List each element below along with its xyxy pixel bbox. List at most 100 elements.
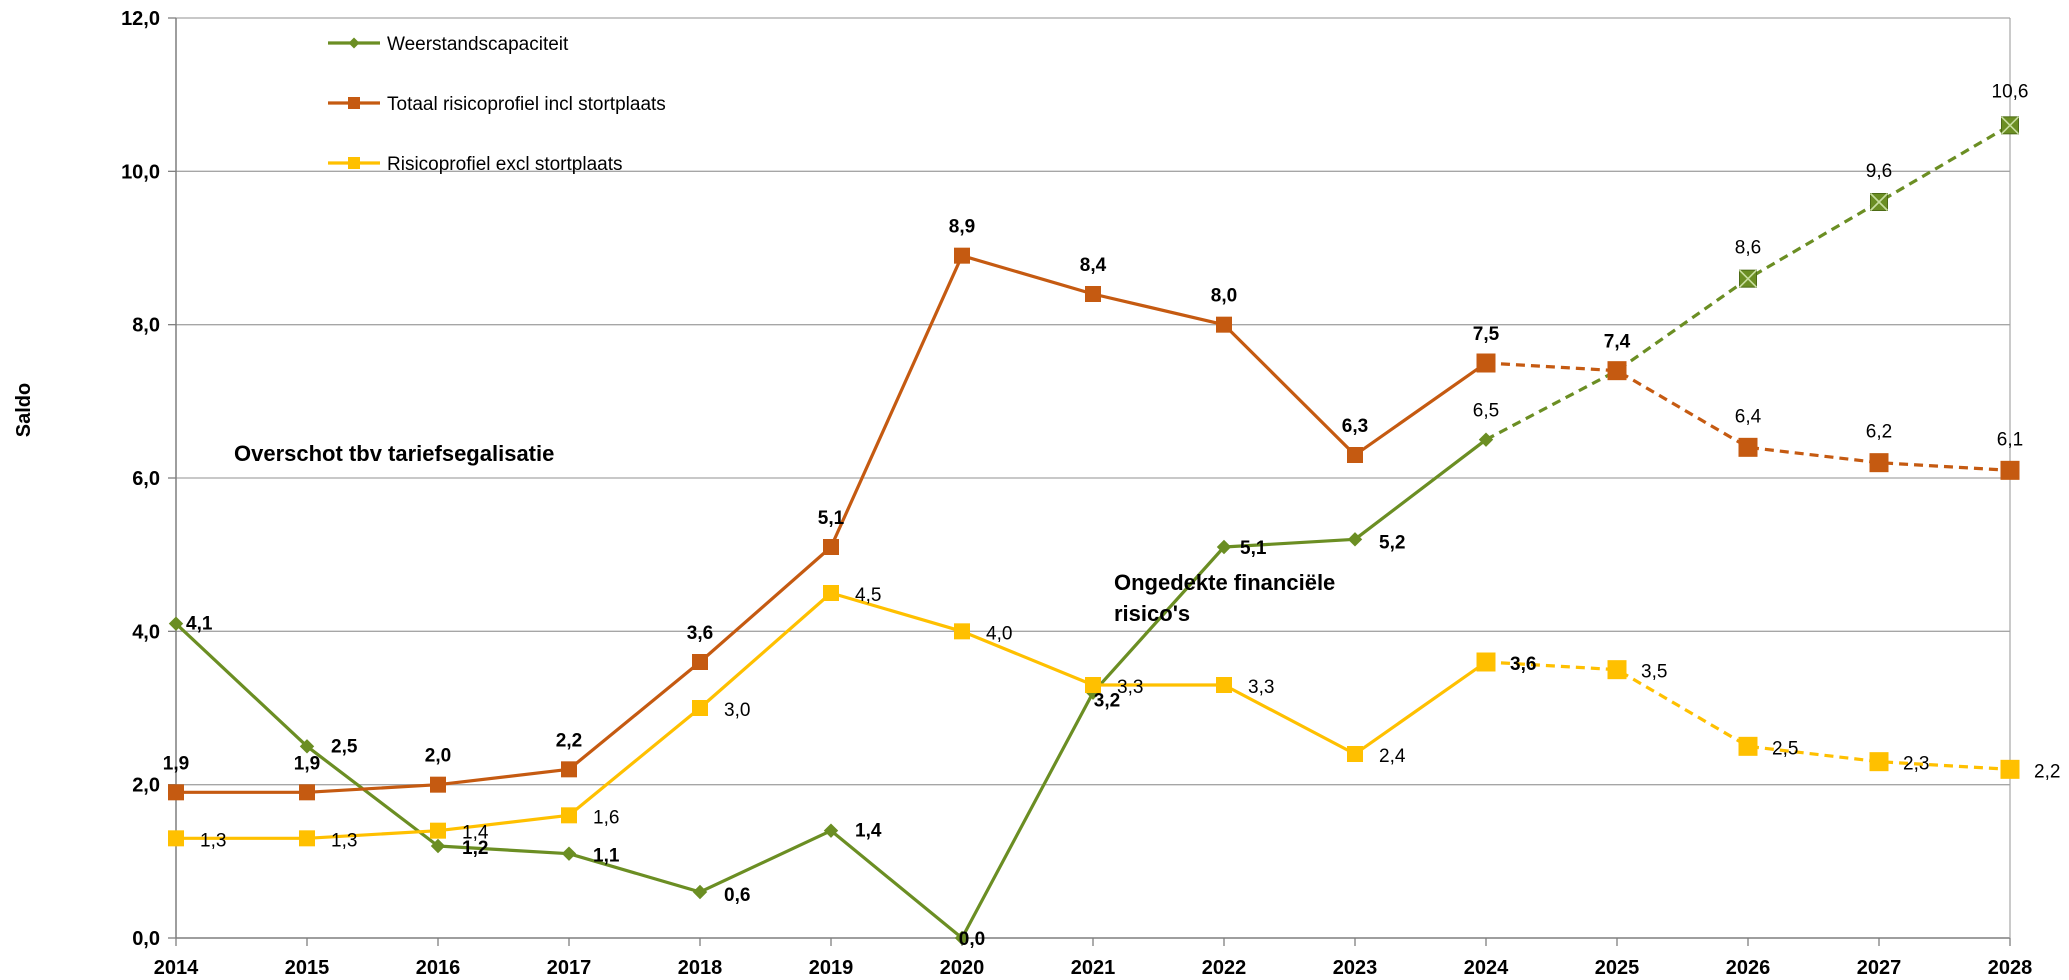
- data-point-marker: [1869, 752, 1889, 772]
- data-point-marker: [430, 838, 446, 854]
- data-point-marker: [1347, 447, 1363, 463]
- data-label: 2,0: [425, 746, 451, 767]
- data-label: 1,3: [331, 830, 357, 851]
- data-point-marker: [823, 823, 839, 838]
- legend-item-1: Weerstandscapaciteit: [328, 34, 569, 55]
- data-label: 3,6: [687, 623, 713, 644]
- data-label: 1,6: [593, 807, 619, 828]
- data-label: 6,4: [1735, 406, 1762, 427]
- data-point-marker-cross: [2000, 116, 2020, 135]
- y-tick-label: 2,0: [132, 775, 160, 797]
- data-point-marker: [954, 247, 970, 264]
- data-point-marker: [1476, 652, 1496, 672]
- data-point-marker: [1347, 746, 1363, 762]
- data-label: 1,4: [855, 821, 882, 842]
- data-label: 2,3: [1903, 754, 1929, 775]
- legend-item-2: Totaal risicoprofiel incl stortplaats: [328, 94, 666, 115]
- data-label: 6,1: [1997, 429, 2023, 450]
- legend: Weerstandscapaciteit Totaal risicoprofiel…: [328, 34, 666, 175]
- data-label: 2,5: [1772, 738, 1798, 759]
- data-label: 8,6: [1735, 238, 1761, 259]
- annotation-surplus: Overschot tbv tariefsegalisatie: [234, 441, 554, 466]
- data-label: 7,5: [1473, 324, 1500, 345]
- annotation-uncovered-risks-line1: Ongedekte financiële: [1114, 570, 1335, 595]
- data-label: 9,6: [1866, 161, 1892, 182]
- data-point-marker: [692, 884, 708, 900]
- data-point-marker: [1478, 432, 1494, 447]
- gridlines: [176, 17, 2010, 786]
- data-point-marker: [1738, 437, 1758, 457]
- data-point-marker: [561, 807, 577, 824]
- y-axis-label: Saldo: [13, 383, 35, 437]
- data-point-marker: [1085, 677, 1101, 693]
- data-label: 3,3: [1117, 677, 1143, 698]
- x-tick-label: 2028: [1988, 957, 2033, 979]
- data-label: 5,1: [818, 508, 845, 529]
- x-tick-label: 2018: [678, 957, 723, 979]
- data-label: 7,4: [1604, 332, 1631, 353]
- x-tick-labels: 2014 2015 2016 2017 2018 2019 2020 2021 2022 2023…: [154, 957, 2033, 979]
- data-label: 1,1: [593, 846, 620, 867]
- x-tick-label: 2027: [1857, 957, 1902, 979]
- y-tick-label: 4,0: [132, 621, 160, 643]
- data-label: 6,5: [1473, 401, 1499, 422]
- data-label: 1,2: [462, 838, 488, 859]
- data-point-marker: [299, 784, 315, 801]
- data-label: 10,6: [1992, 81, 2029, 102]
- data-label: 3,3: [1248, 677, 1274, 698]
- data-point-marker: [430, 776, 446, 793]
- data-point-marker: [168, 784, 184, 801]
- data-point-marker: [1216, 316, 1232, 333]
- x-tick-label: 2015: [285, 957, 330, 979]
- data-point-marker-cross: [1869, 192, 1889, 212]
- legend-marker: [348, 97, 360, 109]
- series-line-projected: [1485, 660, 2011, 771]
- data-label: 0,6: [724, 885, 750, 906]
- data-point-marker: [823, 585, 839, 601]
- data-label: 2,2: [556, 730, 582, 751]
- data-point-marker: [1738, 736, 1758, 756]
- y-tick-label: 10,0: [121, 161, 160, 183]
- data-point-marker: [299, 830, 315, 847]
- x-tick-label: 2023: [1333, 957, 1378, 979]
- data-point-marker: [692, 700, 708, 716]
- series-1: [168, 116, 2020, 946]
- data-point-marker: [1607, 660, 1627, 680]
- x-tick-label: 2014: [154, 957, 199, 979]
- data-label: 8,9: [949, 217, 975, 238]
- y-tick-label: 0,0: [132, 928, 160, 950]
- data-point-marker: [1216, 677, 1232, 693]
- legend-marker: [348, 37, 360, 49]
- data-point-marker: [1607, 361, 1627, 381]
- x-tick-label: 2021: [1071, 957, 1116, 979]
- data-point-marker-cross: [1738, 269, 1758, 288]
- data-label: 6,3: [1342, 416, 1368, 437]
- data-point-marker: [2000, 759, 2020, 779]
- x-tick-label: 2022: [1202, 957, 1247, 979]
- data-point-marker: [430, 822, 446, 839]
- data-point-marker: [168, 616, 184, 631]
- data-point-marker: [1085, 286, 1101, 302]
- x-tick-label: 2024: [1464, 957, 1509, 979]
- data-point-marker: [2000, 460, 2020, 480]
- data-point-marker: [692, 654, 708, 670]
- x-tick-label: 2019: [809, 957, 854, 979]
- data-point-marker: [1476, 353, 1496, 373]
- data-label: 1,3: [200, 830, 226, 851]
- data-label: 2,5: [331, 736, 358, 757]
- data-label: 1,9: [294, 753, 320, 774]
- data-point-marker: [954, 623, 970, 640]
- data-label: 1,4: [462, 823, 489, 844]
- series-line-projected: [1485, 361, 2011, 472]
- x-tick-label: 2026: [1726, 957, 1771, 979]
- data-label: 0,0: [959, 929, 985, 950]
- legend-label: Risicoprofiel excl stortplaats: [387, 154, 622, 175]
- data-label: 8,4: [1080, 255, 1107, 276]
- x-tick-label: 2017: [547, 957, 592, 979]
- data-point-marker: [1347, 532, 1363, 547]
- data-label: 5,1: [1240, 538, 1267, 559]
- data-label: 3,0: [724, 700, 750, 721]
- data-label: 4,5: [855, 585, 881, 606]
- legend-marker: [348, 157, 360, 169]
